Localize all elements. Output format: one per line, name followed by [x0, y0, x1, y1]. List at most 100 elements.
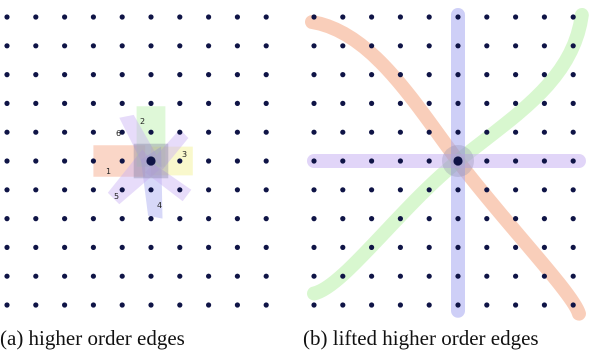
panel-b-node	[369, 302, 375, 308]
panel-a-node	[148, 100, 154, 106]
panel-b-node	[311, 216, 317, 222]
panel-b-node	[340, 244, 346, 250]
panel-b-node	[484, 187, 490, 193]
panel-b-node	[369, 72, 375, 78]
panel-a-node	[234, 244, 240, 250]
panel-a-node	[62, 187, 68, 193]
panel-a-node	[263, 302, 269, 308]
panel-b-node	[397, 302, 403, 308]
panel-b-node	[397, 216, 403, 222]
panel-b-node	[426, 72, 432, 78]
caption-panel-b: (b) lifted higher order edges	[303, 326, 539, 350]
panel-a-node	[119, 72, 125, 78]
panel-b-node	[369, 129, 375, 135]
panel-a-node	[33, 158, 39, 164]
higher-order-edge-extra-a	[153, 129, 189, 170]
panel-b-node	[541, 244, 548, 250]
panel-a-node	[90, 244, 96, 250]
panel-b-node	[570, 129, 576, 135]
panel-b-node	[426, 129, 432, 135]
panel-a-node	[177, 129, 183, 135]
panel-a-node	[119, 14, 125, 20]
panel-b-node	[541, 14, 548, 20]
panel-a-node	[33, 273, 39, 279]
panel-a-node	[234, 100, 240, 106]
panel-b-node	[340, 43, 346, 49]
panel-b-node	[570, 302, 576, 308]
panel-a-node	[119, 100, 125, 106]
edge-label-5: 5	[114, 192, 119, 201]
edge-label-1: 1	[106, 167, 111, 176]
edge-label-4: 4	[157, 201, 162, 210]
panel-a-node-grid	[4, 14, 269, 308]
caption-panel-a: (a) higher order edges	[0, 326, 185, 350]
panel-a-node	[263, 72, 269, 78]
panel-a-node	[33, 244, 39, 250]
panel-a-node	[119, 302, 125, 308]
panel-a-node	[90, 273, 96, 279]
panel-b-node	[541, 72, 548, 78]
panel-a-node	[148, 187, 154, 193]
panel-b-node	[426, 14, 432, 20]
panel-b-node	[426, 244, 432, 250]
panel-b-node	[570, 187, 576, 193]
panel-a-node	[263, 187, 269, 193]
panel-a-node	[148, 129, 154, 135]
panel-a-node	[148, 273, 154, 279]
panel-b-node	[397, 158, 403, 164]
panel-a-node	[33, 187, 39, 193]
panel-b-node	[455, 100, 461, 106]
panel-b-node	[484, 43, 490, 49]
panel-a-node	[119, 187, 125, 193]
panel-a-node	[177, 273, 183, 279]
panel-a-node	[119, 129, 125, 135]
higher-order-edge-3	[151, 146, 193, 176]
panel-a-node	[62, 216, 68, 222]
panel-b-node	[397, 187, 403, 193]
panel-b-node	[340, 187, 346, 193]
panel-a-node	[263, 14, 269, 20]
panel-a-node	[119, 244, 125, 250]
panel-b-node	[541, 158, 548, 164]
panel-b-node	[484, 129, 490, 135]
higher-order-edge-2	[136, 106, 166, 167]
panel-a-node	[263, 100, 269, 106]
panel-a-node	[177, 302, 183, 308]
panel-b-node	[397, 43, 403, 49]
panel-a-node	[263, 43, 269, 49]
panel-a-node	[4, 187, 10, 193]
panel-b-node	[340, 72, 346, 78]
panel-b-center-node	[453, 156, 463, 166]
panel-b-node	[570, 158, 576, 164]
panel-a-node	[33, 14, 39, 20]
panel-b-node	[397, 273, 403, 279]
panel-a-node	[263, 244, 269, 250]
panel-b-node	[455, 129, 461, 135]
panel-b-node	[455, 187, 461, 193]
panel-b-node	[369, 273, 375, 279]
panel-b-node	[369, 187, 375, 193]
panel-b-node	[455, 72, 461, 78]
panel-b-node	[570, 100, 576, 106]
panel-a-node	[62, 100, 68, 106]
panel-a-node	[90, 129, 96, 135]
panel-b-node	[426, 273, 432, 279]
panel-a-node	[263, 129, 269, 135]
panel-a-node	[33, 302, 39, 308]
panel-a-node	[234, 187, 240, 193]
panel-a-node	[234, 302, 240, 308]
panel-a-node	[206, 43, 212, 49]
higher-order-edge-1	[93, 145, 146, 177]
panel-b-node	[513, 216, 519, 222]
panel-a-node	[148, 216, 154, 222]
panel-a-edge-overlays	[93, 106, 193, 219]
panel-b-node	[541, 187, 548, 193]
panel-a-node	[206, 244, 212, 250]
panel-b-node	[513, 158, 519, 164]
panel-a-node	[62, 129, 68, 135]
panel-a-node	[234, 158, 240, 164]
panel-b-node	[340, 216, 346, 222]
edge-label-2: 2	[140, 117, 145, 126]
panel-a-node	[90, 43, 96, 49]
panel-b-node	[426, 216, 432, 222]
